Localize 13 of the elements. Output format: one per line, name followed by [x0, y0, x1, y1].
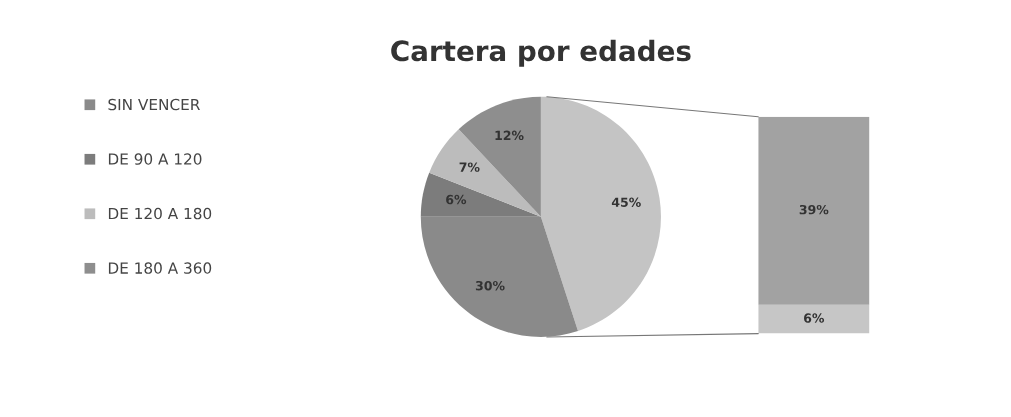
data-label: 6% — [804, 313, 825, 323]
legend-label: DE 120 A 180 — [108, 207, 212, 220]
pie-slice — [420, 172, 541, 217]
data-label: 39% — [799, 204, 829, 215]
data-label: 6% — [446, 194, 467, 205]
data-label: 7% — [459, 162, 480, 172]
legend-label: DE 180 A 360 — [108, 262, 212, 274]
legend-label: DE 90 A 120 — [108, 153, 202, 165]
legend-label: SIN VENCER — [108, 98, 200, 111]
data-label: 45% — [611, 197, 641, 207]
chart-title: Cartera por edades — [391, 39, 691, 67]
data-label: 30% — [475, 280, 505, 291]
data-label: 12% — [495, 130, 524, 141]
